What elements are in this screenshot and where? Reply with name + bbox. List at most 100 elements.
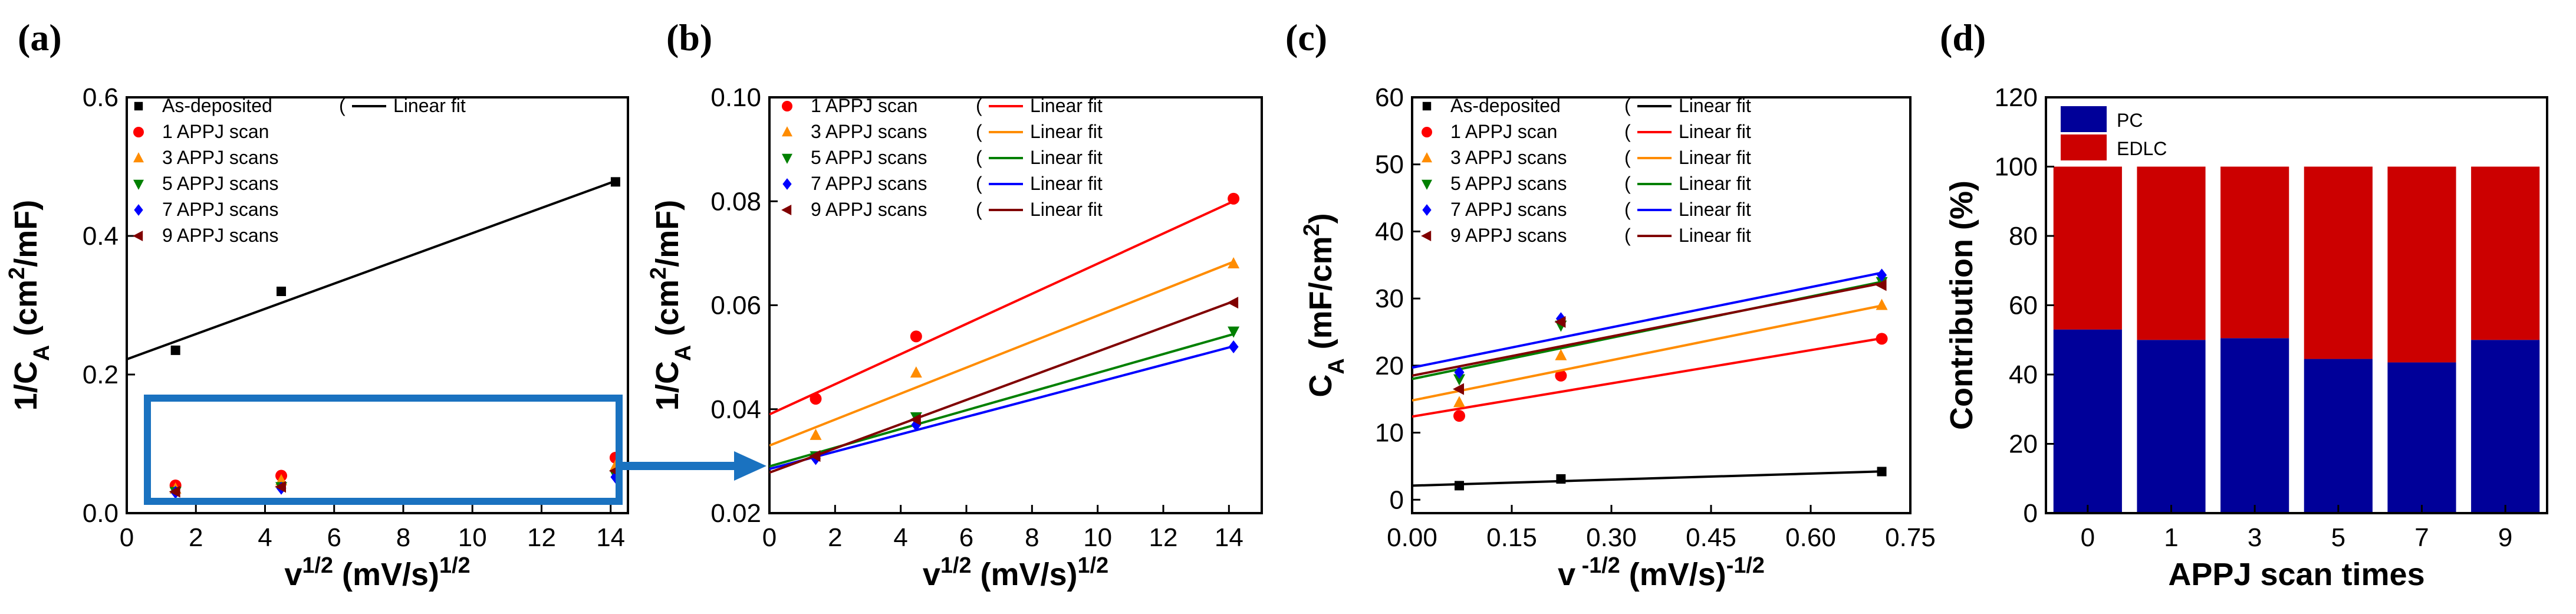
x-tick-label-c: 0.75 <box>1885 523 1936 552</box>
data-point-c-1-2 <box>1876 333 1888 345</box>
x-tick-label-b: 14 <box>1215 523 1243 552</box>
y-tick-label-b: 0.02 <box>710 499 761 528</box>
y-tick-label-c: 0 <box>1390 485 1404 514</box>
fit-line-c-2 <box>1412 304 1882 402</box>
legend-marker-c-5 <box>1421 231 1432 241</box>
bar-pc-0 <box>2053 329 2122 513</box>
legend-paren-c-4: ( <box>1624 199 1631 220</box>
legend-fit-label-b-3: Linear fit <box>1030 173 1103 194</box>
data-point-c-5-0 <box>1452 383 1464 395</box>
panel-a-chart: 0 2 4 6 8 10 12 14 0.0 0.2 0.4 0.6 As-deposited (Line… <box>5 83 629 592</box>
x-tick-label-b: 6 <box>959 523 973 552</box>
data-point-a-0-0 <box>170 345 180 355</box>
legend-paren-b-3: ( <box>976 173 982 194</box>
data-point-b-1-2 <box>1228 257 1240 268</box>
legend-paren-c-3: ( <box>1624 173 1631 194</box>
legend-label-a-1: 1 APPJ scan <box>162 121 269 142</box>
y-tick-label-c: 50 <box>1375 150 1404 179</box>
y-tick-label-b: 0.10 <box>710 83 761 112</box>
legend-marker-b-1 <box>782 126 792 137</box>
y-tick-label-c: 10 <box>1375 419 1404 448</box>
legend-fit-label-b-2: Linear fit <box>1030 147 1103 168</box>
legend-marker-c-3 <box>1422 179 1432 190</box>
data-point-b-0-2 <box>1228 192 1240 205</box>
y-tick-label-d: 20 <box>2009 430 2038 459</box>
fit-line-b-0 <box>769 200 1234 416</box>
bar-pc-1 <box>2137 340 2206 513</box>
legend-marker-b-2 <box>782 153 792 164</box>
legend-label-b-1: 3 APPJ scans <box>811 121 927 142</box>
legend-label-c-4: 7 APPJ scans <box>1450 199 1567 220</box>
x-tick-label-a: 12 <box>527 523 556 552</box>
data-point-b-4-2 <box>1227 297 1239 309</box>
legend-fit-label-c-4: Linear fit <box>1679 199 1751 220</box>
legend-label-c-0: As-deposited <box>1450 95 1561 116</box>
bar-pc-7 <box>2387 362 2456 513</box>
bar-edlc-5 <box>2304 166 2373 359</box>
panel-label-a: (a) <box>18 17 62 58</box>
bar-edlc-3 <box>2220 166 2289 339</box>
fit-line-c-5 <box>1412 282 1882 377</box>
y-tick-label-d: 0 <box>2024 499 2038 528</box>
legend-label-c-1: 1 APPJ scan <box>1450 121 1557 142</box>
data-point-b-4-1 <box>909 413 921 426</box>
legend-label-a-3: 5 APPJ scans <box>162 173 278 194</box>
legend-label-b-2: 5 APPJ scans <box>811 147 927 168</box>
y-tick-label-c: 20 <box>1375 352 1404 380</box>
x-axis-label-c: v -1/2 (mV/s)-1/2 <box>1558 553 1765 592</box>
x-axis-label-d: APPJ scan times <box>2168 557 2424 592</box>
legend-label-c-5: 9 APPJ scans <box>1450 225 1567 246</box>
x-tick-label-b: 4 <box>893 523 907 552</box>
y-tick-label-a: 0.0 <box>83 499 119 528</box>
legend-marker-c-0 <box>1422 101 1432 111</box>
zoom-arrow-head <box>734 451 766 481</box>
x-tick-label-a: 14 <box>596 523 625 552</box>
data-point-a-5-1 <box>275 481 287 493</box>
x-tick-label-d: 0 <box>2081 523 2095 552</box>
bar-pc-3 <box>2220 338 2289 513</box>
fit-line-b-4 <box>769 300 1234 474</box>
y-tick-label-c: 60 <box>1375 83 1404 112</box>
legend-paren-b-4: ( <box>976 199 982 220</box>
data-point-a-0-2 <box>610 177 620 187</box>
legend-fit-label-c-0: Linear fit <box>1679 95 1751 116</box>
y-tick-label-d: 60 <box>2009 291 2038 320</box>
legend-marker-b-3 <box>782 178 792 190</box>
y-tick-label-c: 30 <box>1375 284 1404 313</box>
data-point-b-2-2 <box>1228 326 1240 338</box>
legend-label-b-4: 9 APPJ scans <box>811 199 927 220</box>
x-tick-label-d: 3 <box>2248 523 2262 552</box>
axes-frame-c <box>1411 96 1912 514</box>
legend-label-b-3: 7 APPJ scans <box>811 173 927 194</box>
legend-fit-label-a-0: Linear fit <box>393 95 466 116</box>
x-tick-label-a: 6 <box>327 523 341 552</box>
data-point-c-4-0 <box>1454 366 1465 379</box>
data-point-c-0-1 <box>1556 474 1566 484</box>
x-tick-label-d: 5 <box>2331 523 2345 552</box>
y-tick-label-b: 0.08 <box>710 187 761 216</box>
bar-pc-9 <box>2471 340 2540 513</box>
legend-label-d-0: PC <box>2117 110 2143 131</box>
x-tick-label-b: 2 <box>828 523 842 552</box>
y-tick-label-a: 0.4 <box>83 222 119 251</box>
data-point-b-1-1 <box>910 366 922 378</box>
data-point-c-0-0 <box>1454 481 1464 491</box>
data-point-c-3-0 <box>1453 374 1465 386</box>
x-tick-label-c: 0.30 <box>1586 523 1637 552</box>
bar-edlc-1 <box>2137 166 2206 340</box>
panel-label-d: (d) <box>1940 17 1986 58</box>
y-axis-label-b: 1/CA (cm2/mF) <box>646 200 696 411</box>
bar-edlc-0 <box>2053 166 2122 330</box>
data-point-c-0-2 <box>1877 467 1887 477</box>
x-tick-label-a: 8 <box>396 523 410 552</box>
panel-c-chart: 0.00 0.15 0.30 0.45 0.60 0.75 0 10 20 30 40 50 60 As-… <box>1299 83 1936 592</box>
data-point-c-5-1 <box>1554 316 1566 328</box>
y-tick-label-b: 0.06 <box>710 291 761 320</box>
legend-paren-c-1: ( <box>1624 121 1631 142</box>
legend-fit-label-c-3: Linear fit <box>1679 173 1751 194</box>
panel-label-b: (b) <box>666 17 712 58</box>
panel-b-chart: 0 2 4 6 8 10 12 14 0.02 0.04 0.06 0.08 0.10 1 APPJ sc… <box>646 83 1263 592</box>
fit-line-b-1 <box>769 261 1234 447</box>
x-tick-label-c: 0.60 <box>1785 523 1836 552</box>
fit-line-a-0 <box>127 179 616 361</box>
